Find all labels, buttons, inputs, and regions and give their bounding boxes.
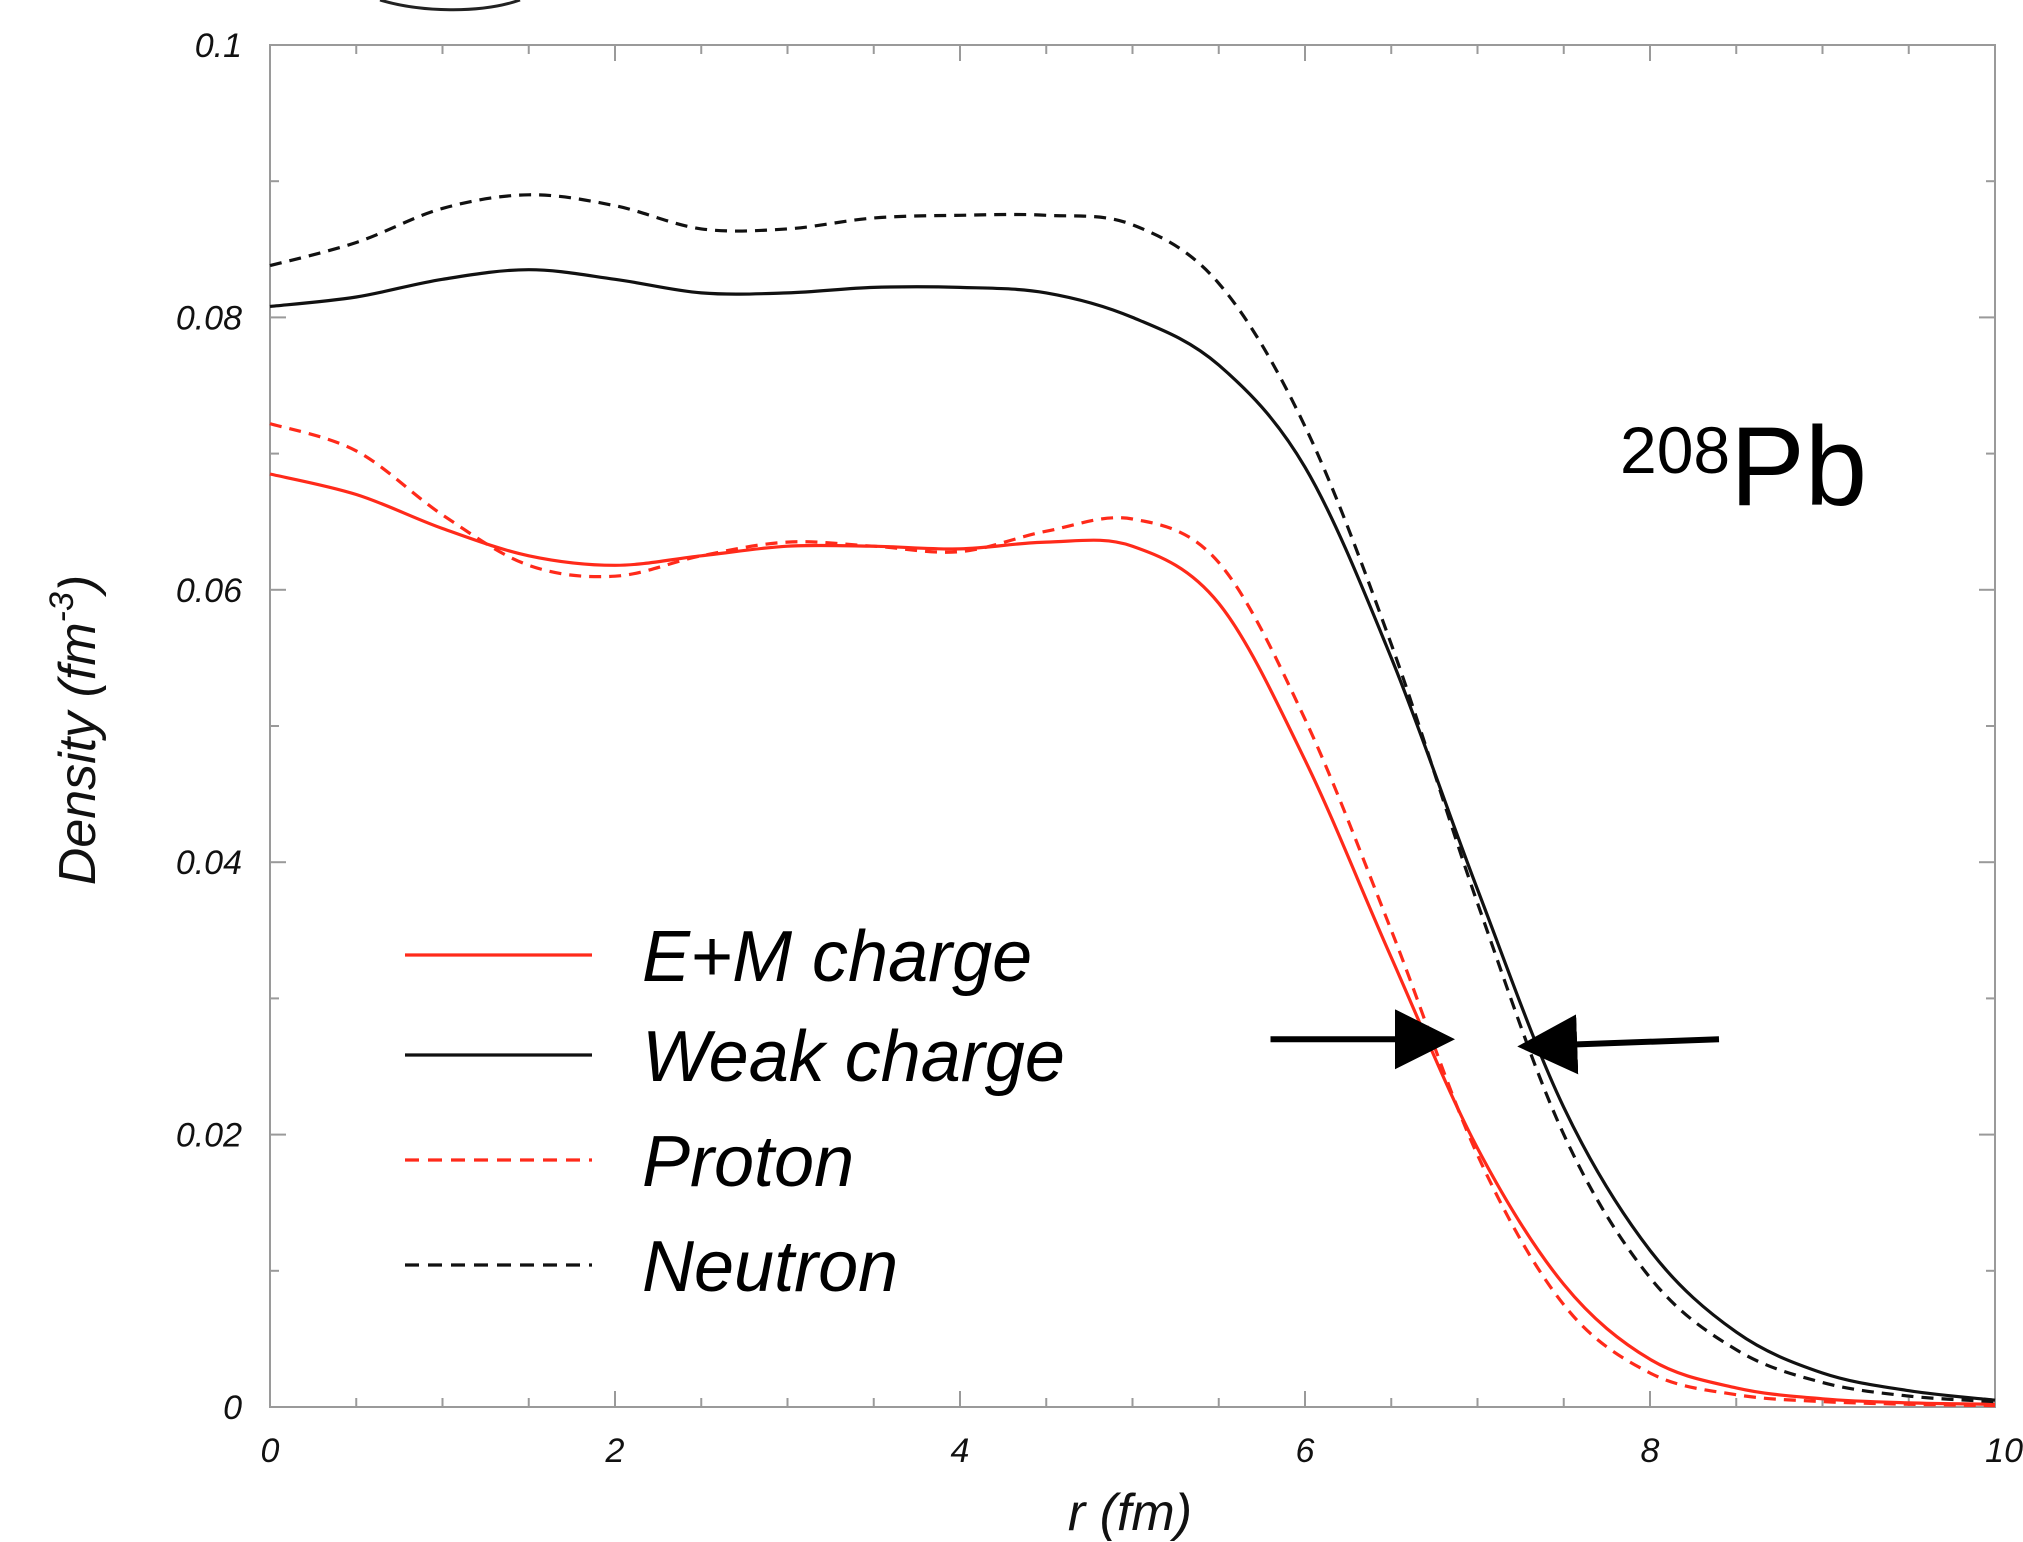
y-axis-label-text: Density (fm xyxy=(49,622,107,885)
x-axis-label: r (fm) xyxy=(1068,1484,1192,1542)
x-tick-label: 8 xyxy=(1641,1432,1660,1470)
legend-label: Weak charge xyxy=(642,1017,1065,1097)
x-tick-label: 0 xyxy=(261,1432,280,1470)
series-line-weak-charge xyxy=(269,268,1996,1402)
y-tick-label: 0 xyxy=(223,1389,242,1427)
legend-label: Neutron xyxy=(642,1227,898,1307)
arrow-left xyxy=(1517,1014,1720,1075)
x-tick-label: 2 xyxy=(605,1432,625,1470)
series-line-proton xyxy=(269,422,1996,1408)
axis-ticks xyxy=(269,44,1996,1408)
x-tick-label: 6 xyxy=(1296,1432,1315,1470)
x-tick-label: 4 xyxy=(951,1432,970,1470)
cropped-ellipse-fragment xyxy=(379,0,521,12)
y-tick-label: 0.06 xyxy=(176,572,242,610)
x-tick-label: 10 xyxy=(1985,1432,2023,1470)
series-line-e-m-charge xyxy=(269,472,1996,1406)
series-layer xyxy=(269,193,1996,1408)
y-tick-label: 0.02 xyxy=(176,1117,242,1155)
nucleus-annotation: 208Pb xyxy=(1620,404,1867,529)
y-tick-label: 0.08 xyxy=(176,299,242,337)
tick-labels: 0 2 4 6 8 10 0 0.02 0.04 0.06 0.08 0.1 xyxy=(176,27,2023,1470)
plot-frame xyxy=(269,44,1996,1408)
y-tick-label: 0.04 xyxy=(176,844,242,882)
series-line-neutron xyxy=(269,193,1996,1404)
legend-label: Proton xyxy=(642,1122,854,1202)
arrows-layer xyxy=(1270,1009,1720,1075)
y-axis-label-close: ) xyxy=(49,575,107,598)
mass-number: 208 xyxy=(1620,413,1730,487)
y-axis-label-exponent: -3 xyxy=(43,592,81,622)
legend-label: E+M charge xyxy=(642,917,1032,997)
legend: E+M charge Weak charge Proton Neutron xyxy=(405,917,1065,1307)
element-symbol: Pb xyxy=(1730,404,1867,529)
y-axis-label: Density (fm-3) xyxy=(43,575,107,885)
y-tick-label: 0.1 xyxy=(195,27,242,65)
